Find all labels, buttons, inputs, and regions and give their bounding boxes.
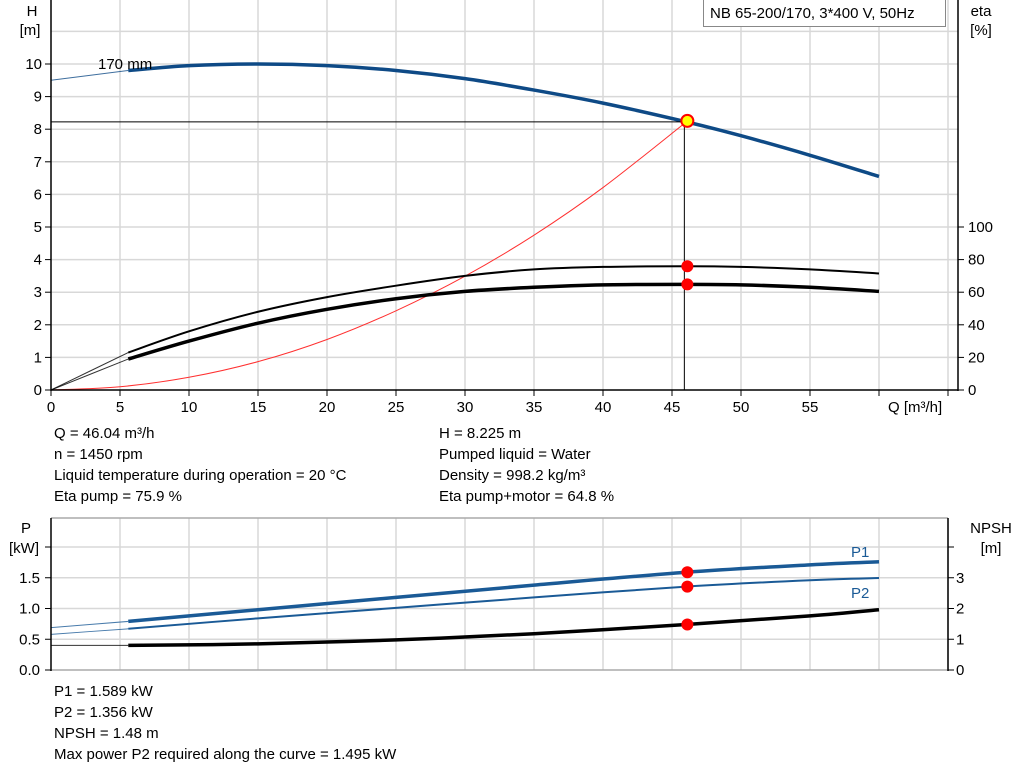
h-axis-label-1: H [27,3,38,20]
npsh-tick-label: 0 [956,662,964,679]
info-npsh: NPSH = 1.48 m [54,725,159,742]
grid-top [51,0,958,390]
p1-series-label: P1 [851,544,869,561]
p-tick-label: 1.0 [19,601,40,618]
system-curve [50,121,687,391]
curves [50,62,880,648]
h-tick-label: 2 [34,317,42,334]
duty-point-marker [680,113,695,128]
q-tick-label: 5 [116,399,124,416]
npsh-tick-label: 1 [956,631,964,648]
eta-pump-marker [681,260,694,273]
q-tick-label: 30 [457,399,474,416]
info-p1: P1 = 1.589 kW [54,683,153,700]
info-eta-pump-motor: Eta pump+motor = 64.8 % [439,488,615,505]
npsh-tick-label: 2 [956,601,964,618]
h-tick-label: 8 [34,121,42,138]
npsh-marker [681,618,694,631]
q-tick-label: 35 [526,399,543,416]
p2-marker [681,580,694,593]
head-curve-extension [50,70,129,81]
q-tick-label: 45 [664,399,681,416]
q-tick-label: 40 [595,399,612,416]
h-tick-label: 5 [34,219,42,236]
pump-title-box: NB 65-200/170, 3*400 V, 50Hz [703,0,946,27]
p-tick-label: 0.0 [19,662,40,679]
info-density: Density = 998.2 kg/m³ [439,467,586,484]
head-curve [128,62,880,179]
h-axis-label-2: [m] [20,22,41,39]
info-h: H = 8.225 m [439,425,522,442]
npsh-tick-label: 3 [956,570,964,587]
eta-tick-label: 40 [968,317,985,334]
p-axis-label-2: [kW] [9,540,39,557]
h-tick-label: 9 [34,89,42,106]
p-tick-label: 1.5 [19,570,40,587]
impeller-label: 170 mm [98,56,152,73]
eta-pump-motor-curve [127,282,880,361]
q-tick-label: 55 [802,399,819,416]
info-speed: n = 1450 rpm [54,446,143,463]
h-tick-label: 4 [34,252,42,269]
info-top-right: H = 8.225 m Pumped liquid = Water Densit… [439,423,614,507]
q-tick-label: 25 [388,399,405,416]
q-tick-label: 20 [319,399,336,416]
p2-curve-extension [50,628,129,635]
h-tick-label: 1 [34,349,42,366]
p1-marker [681,566,694,579]
h-tick-label: 0 [34,382,42,399]
eta-pump-motor-curve-extension [50,358,129,391]
p2-series-label: P2 [851,585,869,602]
eta-axis-label-1: eta [971,3,993,20]
info-max-p2: Max power P2 required along the curve = … [54,746,397,763]
info-p2: P2 = 1.356 kW [54,704,153,721]
q-tick-label: 0 [47,399,55,416]
info-liquid: Pumped liquid = Water [439,446,591,463]
info-eta-pump: Eta pump = 75.9 % [54,488,182,505]
p1-curve [128,560,880,624]
info-bottom: P1 = 1.589 kW P2 = 1.356 kW NPSH = 1.48 … [54,681,396,765]
h-tick-label: 7 [34,154,42,171]
info-top-left: Q = 46.04 m³/h n = 1450 rpm Liquid tempe… [54,423,346,507]
eta-pump-motor-marker [681,278,694,291]
eta-tick-label: 80 [968,252,985,269]
q-tick-label: 15 [250,399,267,416]
eta-tick-label: 100 [968,219,993,236]
npsh-axis-label-2: [m] [981,540,1002,557]
h-tick-label: 3 [34,284,42,301]
info-temperature: Liquid temperature during operation = 20… [54,467,347,484]
p-tick-label: 0.5 [19,631,40,648]
npsh-axis-label-1: NPSH [970,520,1012,537]
q-tick-label: 10 [181,399,198,416]
axes: 0 5 10 15 20 25 30 35 40 45 50 55012345678910020406… [19,0,993,679]
eta-axis-label-2: [%] [970,22,992,39]
npsh-curve [128,607,880,648]
info-q: Q = 46.04 m³/h [54,425,155,442]
p2-curve [128,577,880,630]
eta-tick-label: 20 [968,349,985,366]
grid-bottom [51,517,949,671]
q-tick-label: 50 [733,399,750,416]
q-axis-label: Q [m³/h] [888,399,942,416]
eta-tick-label: 0 [968,382,976,399]
eta-pump-curve [127,265,880,354]
h-tick-label: 10 [25,56,42,73]
pump-title: NB 65-200/170, 3*400 V, 50Hz [710,5,915,22]
eta-tick-label: 60 [968,284,985,301]
p1-curve-extension [50,620,129,629]
labels: H [m] eta [%] Q [m³/h] 170 mm P [kW] NPS… [9,3,1012,602]
p-axis-label-1: P [21,520,31,537]
h-tick-label: 6 [34,186,42,203]
